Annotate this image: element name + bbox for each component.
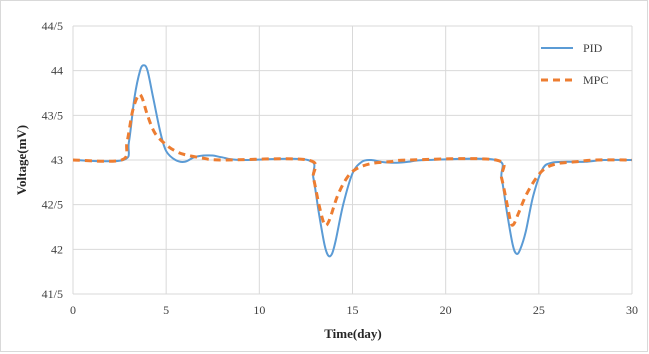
- x-tick-label: 25: [533, 303, 545, 317]
- x-tick-label: 30: [626, 303, 638, 317]
- y-tick-label: 42: [51, 242, 63, 256]
- legend-pid-label: PID: [583, 41, 603, 55]
- y-tick-label: 43/5: [42, 108, 63, 122]
- y-tick-label: 44/5: [42, 19, 63, 33]
- series-line-mpc: [72, 92, 633, 228]
- series-line-pid: [72, 64, 633, 258]
- x-tick-label: 5: [163, 303, 169, 317]
- series-lines: [72, 64, 633, 258]
- x-tick-label: 0: [70, 303, 76, 317]
- legend-mpc-label: MPC: [583, 73, 608, 87]
- x-tick-label: 10: [253, 303, 265, 317]
- x-tick-label: 15: [347, 303, 359, 317]
- x-axis-title: Time(day): [324, 326, 382, 341]
- y-axis-title: Voltage(mV): [14, 125, 29, 195]
- legend: PID MPC: [541, 41, 608, 87]
- y-tick-label: 44: [51, 64, 63, 78]
- y-tick-label: 43: [51, 153, 63, 167]
- y-tick-label: 42/5: [42, 198, 63, 212]
- tick-labels: 41/5 42 42/5 43 43/5 44 44/5 0 5 10 15 20 25 30: [42, 19, 638, 317]
- x-tick-label: 20: [440, 303, 452, 317]
- y-tick-label: 41/5: [42, 287, 63, 301]
- gridlines: [72, 25, 633, 295]
